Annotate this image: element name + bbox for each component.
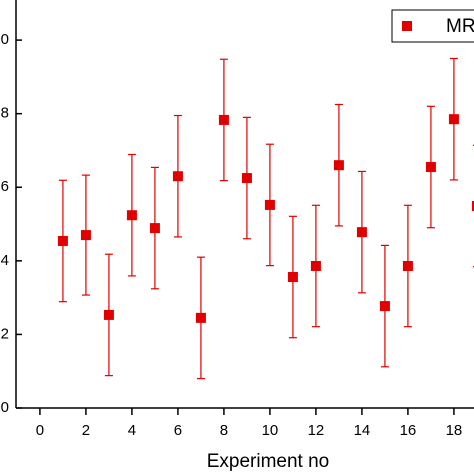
x-tick-label: 0 [36, 422, 44, 439]
point [264, 199, 275, 210]
y-tick-label: 0.4 [0, 252, 9, 269]
point [172, 171, 183, 182]
point [425, 162, 436, 173]
legend-label: MRR [446, 16, 474, 37]
x-tick-label: 10 [262, 422, 279, 439]
point [356, 227, 367, 238]
point [195, 312, 206, 323]
point [471, 201, 474, 212]
x-tick-label: 4 [128, 422, 136, 439]
y-tick-label: 0.2 [0, 325, 9, 342]
x-tick-label: 6 [174, 422, 182, 439]
point [379, 301, 390, 312]
x-axis-label: Experiment no [207, 451, 330, 472]
point [310, 260, 321, 271]
legend-swatch [402, 21, 412, 31]
x-tick-label: 16 [400, 422, 417, 439]
x-tick-label: 14 [354, 422, 371, 439]
y-tick-label: 0.6 [0, 178, 9, 195]
x-tick-label: 2 [82, 422, 90, 439]
point [448, 114, 459, 125]
point [126, 210, 137, 221]
y-tick-label: 0.8 [0, 105, 9, 122]
x-tick-label: 12 [308, 422, 325, 439]
point [333, 160, 344, 171]
point [103, 309, 114, 320]
point [218, 114, 229, 125]
point [80, 230, 91, 241]
y-tick-label: 0.0 [0, 399, 9, 416]
point [149, 223, 160, 234]
point [287, 272, 298, 283]
y-tick-label: 1.0 [0, 31, 9, 48]
point [241, 173, 252, 184]
x-tick-label: 8 [220, 422, 228, 439]
point [57, 235, 68, 246]
point [402, 260, 413, 271]
x-tick-label: 18 [446, 422, 463, 439]
